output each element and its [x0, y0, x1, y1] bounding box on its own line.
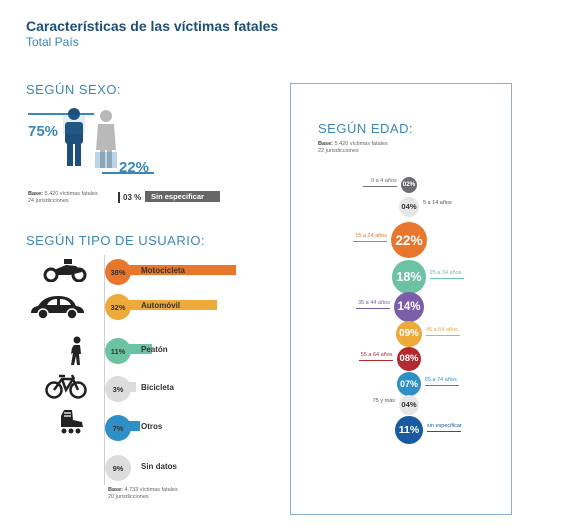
edad-label: 65 a 74 años: [424, 377, 457, 383]
edad-base-line1: 5.420 víctimas fatales: [334, 141, 388, 147]
female-pct: 22%: [119, 159, 150, 176]
edad-pct: 18%: [396, 269, 422, 284]
page-subtitle: Total País: [26, 35, 79, 49]
edad-pct: 11%: [398, 423, 420, 436]
edad-base-note: Base: 5.420 víctimas fatales 22 jurisdic…: [318, 141, 388, 155]
usuario-pct: 38%: [110, 267, 126, 277]
edad-circle: 07%: [397, 372, 421, 396]
edad-label-line: [426, 431, 461, 432]
usuario-pct: 11%: [110, 346, 126, 356]
edad-circle: 09%: [396, 321, 422, 347]
edad-label: 45 a 54 años: [425, 327, 458, 333]
usuario-circle: 38%: [105, 259, 131, 285]
edad-panel: [290, 83, 512, 515]
usuario-pct: 3%: [112, 384, 124, 394]
sexo-base-line1: 5.420 víctimas fatales: [44, 191, 98, 197]
usuario-circle: 7%: [105, 415, 131, 441]
usuario-pct: 9%: [112, 463, 124, 473]
usuario-label: Automóvil: [141, 301, 181, 310]
edad-circle: 08%: [396, 346, 422, 372]
usuario-label: Motocicleta: [141, 266, 186, 275]
edad-base-label: Base:: [318, 141, 333, 147]
edad-base-line2: 22 jurisdicciones: [318, 148, 359, 154]
edad-pct: 08%: [399, 353, 419, 365]
edad-pct: 22%: [395, 232, 423, 248]
edad-label-line: [429, 278, 464, 279]
usuario-axis-line: [104, 255, 105, 485]
edad-circle: 22%: [391, 222, 427, 258]
edad-label-line: [358, 360, 393, 361]
usuario-circle: 32%: [105, 294, 131, 320]
usuario-bar: [118, 265, 236, 275]
edad-heading: SEGÚN EDAD:: [318, 121, 414, 136]
usuario-label: Bicicleta: [141, 383, 174, 392]
man-icon: [63, 108, 85, 166]
edad-pct: 02%: [402, 181, 416, 189]
edad-circle: 02%: [400, 176, 418, 194]
sexo-base-line2: 24 jurisdicciones: [28, 198, 69, 204]
edad-pct: 09%: [399, 328, 419, 340]
usuario-base-label: Base:: [108, 487, 123, 493]
edad-pct: 14%: [397, 300, 421, 313]
edad-label: 55 a 64 años: [360, 352, 393, 358]
usuario-bar: [118, 300, 218, 310]
sexo-base-note: Base: 5.420 víctimas fatales 24 jurisdic…: [28, 191, 98, 205]
edad-label: 35 a 44 años: [358, 300, 390, 306]
edad-circle: 14%: [393, 291, 425, 323]
usuario-label: Peatón: [141, 345, 168, 354]
pedestrian-icon: [71, 336, 81, 365]
motorcycle-icon: [43, 259, 87, 282]
edad-label-line: [362, 186, 397, 187]
edad-circle: 04%: [399, 197, 419, 217]
usuario-circle: 9%: [105, 455, 131, 481]
edad-label: 5 a 14 años: [422, 200, 452, 206]
sexo-base-label: Base:: [28, 191, 43, 197]
usuario-bar: [118, 344, 153, 354]
edad-label: 75 y más: [372, 398, 396, 404]
rollerskate-icon: [61, 410, 83, 434]
bicycle-icon: [45, 374, 87, 399]
edad-label-line: [425, 335, 460, 336]
sexo-unspecified-label: Sin especificar: [145, 191, 220, 202]
usuario-label: Otros: [141, 422, 163, 431]
edad-pct: 04%: [401, 400, 417, 410]
edad-label: 15 a 24 años: [355, 233, 387, 239]
edad-circle: 11%: [395, 416, 423, 444]
unspecified-tick: [118, 192, 120, 203]
edad-pct: 07%: [399, 378, 419, 389]
usuario-heading: SEGÚN TIPO DE USUARIO:: [26, 233, 206, 248]
male-pct-line: [28, 113, 94, 115]
usuario-pct: 32%: [110, 302, 126, 312]
page-title: Características de las víctimas fatales: [26, 18, 279, 34]
edad-label: 25 a 34 años: [429, 270, 462, 276]
usuario-pct: 7%: [112, 423, 124, 433]
usuario-label: Sin datos: [141, 462, 178, 471]
edad-label: sin especificar: [426, 423, 462, 429]
sexo-heading: SEGÚN SEXO:: [26, 82, 122, 97]
usuario-base-line2: 20 jurisdicciones: [108, 494, 149, 500]
edad-circle: 04%: [399, 395, 419, 415]
usuario-circle: 3%: [105, 376, 131, 402]
edad-label-line: [355, 308, 390, 309]
edad-circle: 18%: [392, 260, 426, 294]
woman-icon: [95, 110, 117, 168]
edad-label-line: [424, 385, 459, 386]
sexo-unspecified-pct: 03 %: [123, 193, 142, 202]
male-pct: 75%: [28, 123, 59, 140]
car-icon: [31, 296, 84, 320]
edad-label: 0 a 4 años: [371, 178, 397, 184]
edad-label-line: [353, 241, 387, 242]
edad-pct: 04%: [401, 202, 417, 212]
female-pct-line: [102, 172, 154, 174]
usuario-base-line1: 4.733 víctimas fatales: [124, 487, 178, 493]
usuario-circle: 11%: [105, 338, 131, 364]
usuario-base-note: Base: 4.733 víctimas fatales 20 jurisdic…: [108, 487, 178, 501]
